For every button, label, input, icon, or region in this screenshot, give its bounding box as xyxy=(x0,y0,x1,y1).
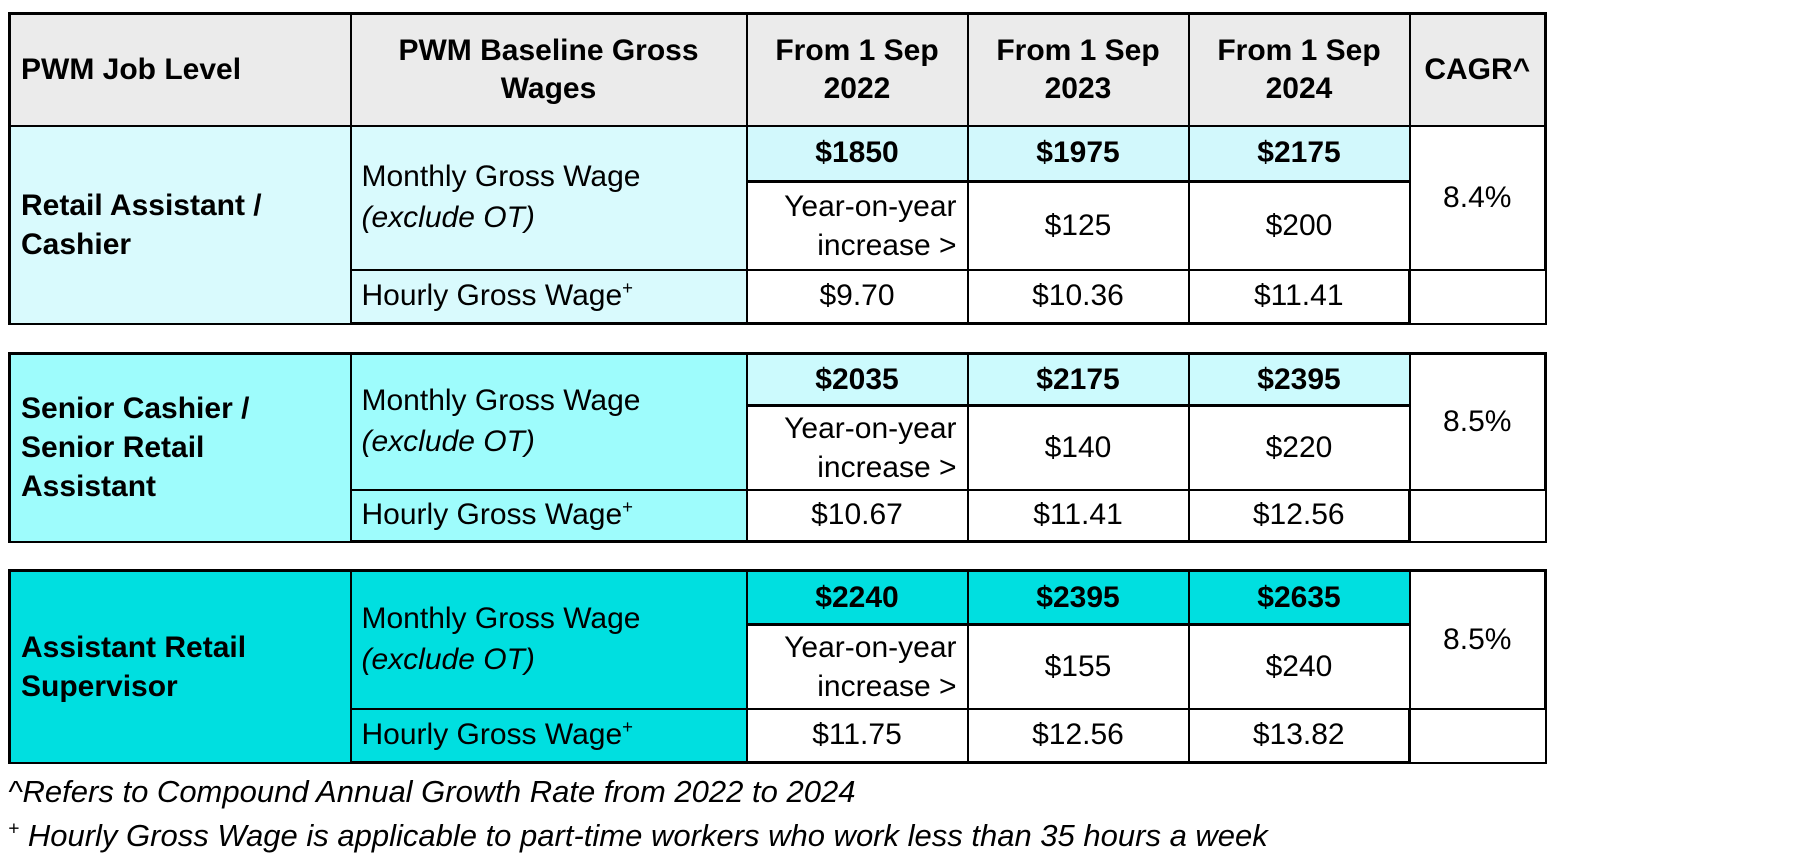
job-level-cell: Assistant Retail Supervisor xyxy=(8,569,352,764)
plus-superscript: + xyxy=(622,496,633,517)
hourly-value-2022: $10.67 xyxy=(745,488,969,543)
yoy-increase-label: Year-on-year increase > xyxy=(745,404,969,491)
footnotes: ^Refers to Compound Annual Growth Rate f… xyxy=(8,770,1807,858)
hourly-value-2022: $11.75 xyxy=(745,707,969,764)
hourly-wage-label-cell: Hourly Gross Wage+ xyxy=(349,268,748,325)
hourly-wage-row: Hourly Gross Wage+ $10.67 $11.41 $12.56 xyxy=(10,488,1547,543)
hourly-wage-label: Hourly Gross Wage xyxy=(361,498,623,531)
plus-superscript: + xyxy=(622,716,633,737)
header-cell-2023: From 1 Sep 2023 xyxy=(966,12,1190,127)
hourly-value-2023: $11.41 xyxy=(966,488,1190,543)
hourly-wage-label: Hourly Gross Wage xyxy=(361,279,623,312)
cagr-value: 8.4% xyxy=(1408,124,1547,271)
hourly-value-2024: $13.82 xyxy=(1187,707,1411,764)
hourly-value-2024: $12.56 xyxy=(1187,488,1411,543)
yoy-label-line1: Year-on-year xyxy=(784,630,957,664)
job-level-cell: Retail Assistant / Cashier xyxy=(8,124,352,325)
monthly-value-2022: $1850 xyxy=(745,124,969,183)
footnote-cagr: ^Refers to Compound Annual Growth Rate f… xyxy=(8,774,856,809)
monthly-values-row: Retail Assistant / Cashier Monthly Gross… xyxy=(8,124,1547,325)
hourly-value-2022: $9.70 xyxy=(745,268,969,325)
empty-corner-cell xyxy=(1408,707,1547,764)
monthly-value-2022: $2035 xyxy=(745,352,969,407)
yoy-increase-row: Year-on-year increase > $155 $240 xyxy=(10,623,1546,710)
exclude-ot-note: (exclude OT) xyxy=(361,424,535,458)
yoy-label-line1: Year-on-year xyxy=(784,411,957,445)
monthly-value-2023: $2395 xyxy=(966,569,1190,626)
hourly-wage-label: Hourly Gross Wage xyxy=(361,718,623,751)
yoy-increase-label: Year-on-year increase > xyxy=(745,623,969,710)
monthly-value-2023: $1975 xyxy=(966,124,1190,183)
yoy-value-2024: $220 xyxy=(1187,404,1411,491)
monthly-wage-label-cell: Monthly Gross Wage (exclude OT) xyxy=(349,352,748,491)
monthly-value-2024: $2395 xyxy=(1187,352,1411,407)
job-level-cell: Senior Cashier / Senior Retail Assistant xyxy=(8,352,352,543)
hourly-wage-row: Hourly Gross Wage+ $11.75 $12.56 $13.82 xyxy=(10,707,1547,764)
header-cell-baseline-wages: PWM Baseline Gross Wages xyxy=(349,12,748,127)
hourly-value-2023: $12.56 xyxy=(966,707,1190,764)
empty-corner-cell xyxy=(1408,488,1547,543)
yoy-label-line2: increase > xyxy=(817,228,957,262)
plus-superscript: + xyxy=(622,277,633,298)
monthly-value-2023: $2175 xyxy=(966,352,1190,407)
exclude-ot-note: (exclude OT) xyxy=(361,200,535,234)
header-cell-2022: From 1 Sep 2022 xyxy=(745,12,969,127)
footnote-hourly: + Hourly Gross Wage is applicable to par… xyxy=(8,814,1807,858)
header-row: PWM Job Level PWM Baseline Gross Wages F… xyxy=(8,12,1547,127)
monthly-wage-label: Monthly Gross Wage xyxy=(361,384,641,418)
hourly-wage-label-cell: Hourly Gross Wage+ xyxy=(349,488,748,543)
yoy-value-2023: $125 xyxy=(966,180,1190,271)
header-cell-cagr: CAGR^ xyxy=(1408,12,1547,127)
cagr-value: 8.5% xyxy=(1408,352,1547,491)
monthly-value-2022: $2240 xyxy=(745,569,969,626)
yoy-value-2024: $240 xyxy=(1187,623,1411,710)
hourly-value-2023: $10.36 xyxy=(966,268,1190,325)
yoy-increase-label: Year-on-year increase > xyxy=(745,180,969,271)
plus-superscript: + xyxy=(8,818,20,840)
footnote-hourly-text: Hourly Gross Wage is applicable to part-… xyxy=(19,818,1268,854)
wage-table-level-3: Assistant Retail Supervisor Monthly Gros… xyxy=(8,569,1547,764)
yoy-label-line2: increase > xyxy=(817,450,957,484)
header-cell-2024: From 1 Sep 2024 xyxy=(1187,12,1411,127)
monthly-wage-label-cell: Monthly Gross Wage (exclude OT) xyxy=(349,569,748,710)
yoy-value-2023: $155 xyxy=(966,623,1190,710)
monthly-wage-label-cell: Monthly Gross Wage (exclude OT) xyxy=(349,124,748,271)
header-cell-job-level: PWM Job Level xyxy=(8,12,352,127)
monthly-wage-label: Monthly Gross Wage xyxy=(361,160,641,193)
yoy-label-line1: Year-on-year xyxy=(784,189,957,223)
hourly-wage-row: Hourly Gross Wage+ $9.70 $10.36 $11.41 xyxy=(10,268,1547,325)
wage-table-level-1: PWM Job Level PWM Baseline Gross Wages F… xyxy=(8,12,1547,325)
yoy-label-line2: increase > xyxy=(817,669,957,703)
yoy-value-2023: $140 xyxy=(966,404,1190,491)
monthly-values-row: Senior Cashier / Senior Retail Assistant… xyxy=(8,352,1547,543)
hourly-wage-label-cell: Hourly Gross Wage+ xyxy=(349,707,748,764)
yoy-value-2024: $200 xyxy=(1187,180,1411,271)
wage-table-level-2: Senior Cashier / Senior Retail Assistant… xyxy=(8,352,1547,543)
yoy-increase-row: Year-on-year increase > $140 $220 xyxy=(10,404,1546,491)
cagr-value: 8.5% xyxy=(1408,569,1547,710)
hourly-value-2024: $11.41 xyxy=(1187,268,1411,325)
monthly-value-2024: $2175 xyxy=(1187,124,1411,183)
yoy-increase-row: Year-on-year increase > $125 $200 xyxy=(10,180,1546,271)
empty-corner-cell xyxy=(1408,268,1547,325)
exclude-ot-note: (exclude OT) xyxy=(361,642,535,676)
monthly-value-2024: $2635 xyxy=(1187,569,1411,626)
monthly-wage-label: Monthly Gross Wage xyxy=(361,602,641,636)
monthly-values-row: Assistant Retail Supervisor Monthly Gros… xyxy=(8,569,1547,764)
